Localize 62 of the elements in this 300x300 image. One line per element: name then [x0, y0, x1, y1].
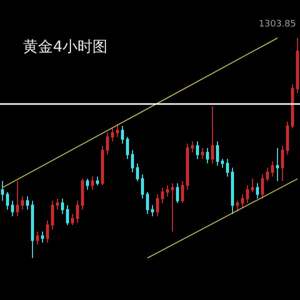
candlestick	[256, 182, 259, 200]
candlestick	[251, 178, 254, 192]
candlestick	[116, 123, 119, 138]
candlestick	[166, 184, 169, 197]
candlestick	[211, 106, 214, 164]
candlestick	[221, 158, 224, 168]
candlestick	[206, 148, 209, 164]
candlestick	[281, 145, 284, 182]
chart-title: 黄金4小时图	[23, 38, 108, 56]
candlestick	[46, 220, 49, 244]
candlestick	[191, 140, 194, 153]
candlestick	[141, 174, 144, 200]
candlestick	[296, 38, 299, 94]
candlestick	[136, 162, 139, 182]
candlestick	[41, 231, 44, 244]
candlestick	[96, 176, 99, 186]
candlestick	[196, 140, 199, 160]
candlestick	[236, 200, 239, 212]
candlestick	[286, 121, 289, 156]
candlestick	[76, 200, 79, 224]
candlestick	[6, 192, 9, 210]
candlestick	[26, 196, 29, 210]
candlestick	[86, 178, 89, 190]
candlestick	[66, 204, 69, 226]
candlestick	[81, 178, 84, 210]
candlestick	[271, 160, 274, 178]
candlestick	[126, 136, 129, 160]
candlestick	[161, 187, 164, 204]
candlestick	[56, 198, 59, 210]
candlestick	[171, 182, 174, 232]
candlestick	[231, 167, 234, 214]
candlestick	[146, 192, 149, 214]
candlestick	[131, 150, 134, 173]
candlestick	[241, 194, 244, 208]
candlestick	[156, 194, 159, 217]
candlestick	[186, 143, 189, 190]
candlestick	[176, 182, 179, 204]
candlestick	[1, 180, 4, 202]
candlestick	[71, 214, 74, 226]
text: 1303.85	[258, 20, 296, 30]
candlestick	[31, 200, 34, 258]
candlestick	[21, 196, 24, 210]
candlestick	[106, 132, 109, 156]
candlestick	[91, 176, 94, 190]
candlestick	[61, 198, 64, 214]
candlestick	[36, 231, 39, 246]
candlestick	[151, 204, 154, 217]
candlestick	[51, 200, 54, 230]
candlestick	[261, 174, 264, 200]
candlestick	[276, 148, 279, 182]
candlestick	[246, 184, 249, 204]
candlestick	[291, 84, 294, 129]
candlestick	[16, 180, 19, 217]
candlestick	[121, 126, 124, 144]
candlestick	[201, 148, 204, 160]
candlestick	[216, 140, 219, 166]
candlestick	[181, 180, 184, 204]
candlestick	[266, 167, 269, 182]
candlestick	[111, 128, 114, 142]
candlestick	[226, 158, 229, 178]
candlestick	[11, 200, 14, 217]
candlestick	[101, 145, 104, 186]
